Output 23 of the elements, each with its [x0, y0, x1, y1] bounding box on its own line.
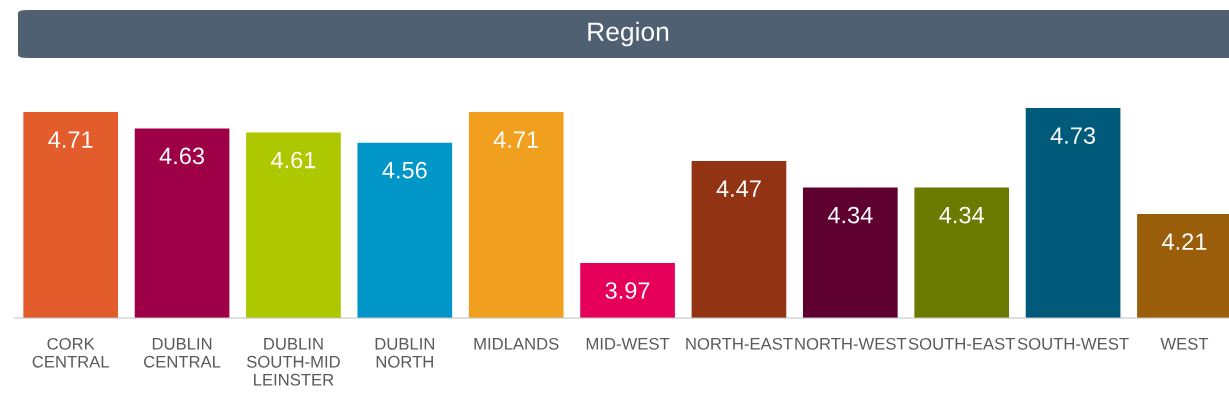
x-tick-label: SOUTH-WEST: [1017, 337, 1129, 350]
x-tick-label: DUBLIN CENTRAL: [144, 338, 221, 368]
x-tick-label: MIDLANDS: [474, 337, 559, 350]
data-label: 4.34: [827, 206, 873, 224]
x-tick-label: NORTH-WEST: [795, 337, 907, 350]
data-label: 4.71: [493, 131, 539, 148]
data-label: 4.61: [271, 151, 316, 169]
data-label: 4.34: [939, 206, 984, 224]
data-label: 4.73: [1050, 127, 1096, 144]
data-label: 3.97: [605, 282, 650, 299]
data-label: 4.21: [1162, 233, 1207, 250]
data-label: 4.63: [159, 147, 205, 165]
x-tick-label: MID-WEST: [586, 337, 670, 350]
x-tick-label: CORK CENTRAL: [32, 337, 110, 368]
x-tick-label: DUBLIN NORTH: [375, 338, 435, 368]
data-label: 4.56: [382, 161, 427, 179]
x-tick-label: NORTH-EAST: [686, 337, 793, 350]
x-tick-label: WEST: [1160, 337, 1209, 350]
data-label: 4.71: [48, 131, 93, 148]
data-label: 4.47: [716, 180, 761, 197]
x-tick-label: SOUTH-EAST: [908, 337, 1016, 350]
x-tick-label: DUBLIN SOUTH-MID LEINSTER: [246, 338, 340, 386]
chart-title: Region: [588, 21, 669, 47]
